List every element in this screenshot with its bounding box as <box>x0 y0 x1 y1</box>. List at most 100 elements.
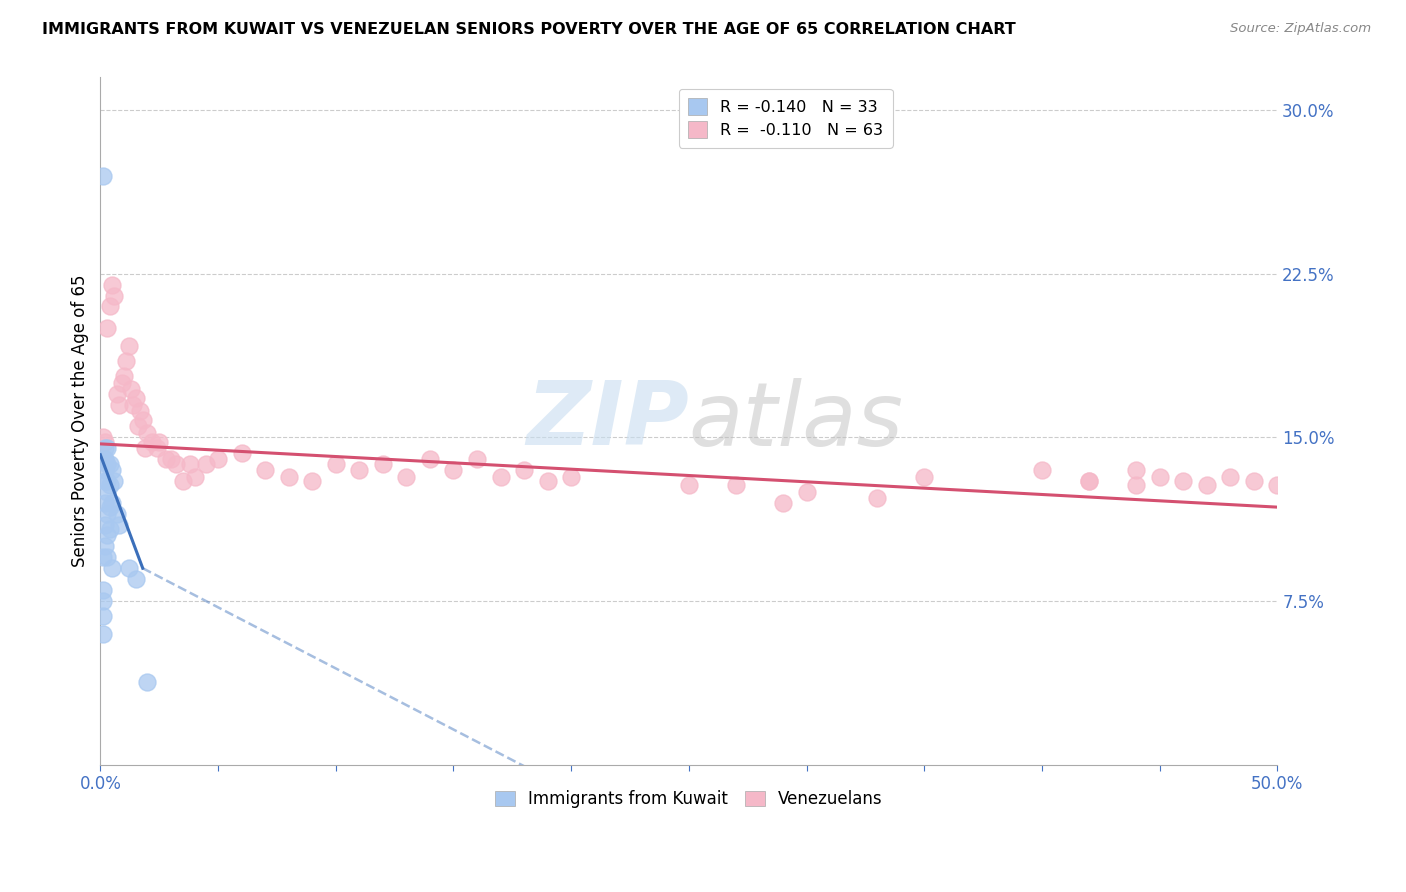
Point <box>513 463 536 477</box>
Point <box>395 469 418 483</box>
Point <box>160 452 183 467</box>
Point <box>1265 478 1288 492</box>
Point <box>132 413 155 427</box>
Point <box>772 496 794 510</box>
Point <box>724 478 747 492</box>
Point <box>277 469 299 483</box>
Point <box>120 382 142 396</box>
Point <box>207 452 229 467</box>
Point <box>98 478 121 492</box>
Point <box>441 463 464 477</box>
Point <box>560 469 582 483</box>
Point <box>1171 474 1194 488</box>
Point <box>103 474 125 488</box>
Point <box>136 425 159 440</box>
Point <box>129 404 152 418</box>
Point <box>172 474 194 488</box>
Point <box>912 469 935 483</box>
Point <box>105 507 128 521</box>
Point <box>254 463 277 477</box>
Point <box>179 457 201 471</box>
Point <box>98 300 121 314</box>
Point <box>91 626 114 640</box>
Point <box>465 452 488 467</box>
Point <box>96 442 118 456</box>
Point <box>1031 463 1053 477</box>
Point <box>1149 469 1171 483</box>
Point <box>101 496 124 510</box>
Point <box>1125 478 1147 492</box>
Point <box>231 445 253 459</box>
Point <box>98 500 121 515</box>
Point <box>94 442 117 456</box>
Point <box>101 463 124 477</box>
Point <box>1078 474 1101 488</box>
Y-axis label: Seniors Poverty Over the Age of 65: Seniors Poverty Over the Age of 65 <box>72 275 89 567</box>
Point <box>96 457 118 471</box>
Point <box>141 434 163 449</box>
Point <box>148 434 170 449</box>
Point <box>96 474 118 488</box>
Point <box>1219 469 1241 483</box>
Point <box>349 463 371 477</box>
Point <box>1078 474 1101 488</box>
Text: IMMIGRANTS FROM KUWAIT VS VENEZUELAN SENIORS POVERTY OVER THE AGE OF 65 CORRELAT: IMMIGRANTS FROM KUWAIT VS VENEZUELAN SEN… <box>42 22 1017 37</box>
Point <box>96 321 118 335</box>
Point <box>1195 478 1218 492</box>
Point <box>94 474 117 488</box>
Point <box>371 457 394 471</box>
Point <box>1243 474 1265 488</box>
Point <box>124 572 146 586</box>
Point <box>96 484 118 499</box>
Point <box>108 398 131 412</box>
Point <box>117 339 139 353</box>
Point <box>91 582 114 597</box>
Point <box>94 517 117 532</box>
Point <box>91 430 114 444</box>
Point <box>108 517 131 532</box>
Point <box>94 463 117 477</box>
Point <box>301 474 323 488</box>
Point <box>796 484 818 499</box>
Point <box>155 452 177 467</box>
Point <box>136 674 159 689</box>
Point <box>94 496 117 510</box>
Point <box>105 386 128 401</box>
Point <box>96 550 118 565</box>
Text: Source: ZipAtlas.com: Source: ZipAtlas.com <box>1230 22 1371 36</box>
Point <box>195 457 218 471</box>
Point <box>183 469 205 483</box>
Text: ZIP: ZIP <box>526 377 689 465</box>
Point <box>1125 463 1147 477</box>
Point <box>94 452 117 467</box>
Point <box>419 452 441 467</box>
Point <box>124 391 146 405</box>
Point <box>134 442 156 456</box>
Point <box>101 277 124 292</box>
Point <box>91 609 114 624</box>
Point <box>112 369 135 384</box>
Point <box>115 354 138 368</box>
Text: atlas: atlas <box>689 378 904 464</box>
Point <box>101 561 124 575</box>
Legend: Immigrants from Kuwait, Venezuelans: Immigrants from Kuwait, Venezuelans <box>488 783 890 814</box>
Point <box>325 457 347 471</box>
Point <box>96 507 118 521</box>
Point <box>94 434 117 449</box>
Point <box>122 398 145 412</box>
Point <box>96 528 118 542</box>
Point <box>866 491 889 506</box>
Point <box>94 540 117 554</box>
Point <box>98 457 121 471</box>
Point <box>91 169 114 183</box>
Point <box>536 474 558 488</box>
Point <box>91 550 114 565</box>
Point <box>127 419 149 434</box>
Point <box>103 288 125 302</box>
Point <box>489 469 512 483</box>
Point <box>165 457 187 471</box>
Point <box>678 478 700 492</box>
Point <box>117 561 139 575</box>
Point <box>98 522 121 536</box>
Point <box>110 376 132 390</box>
